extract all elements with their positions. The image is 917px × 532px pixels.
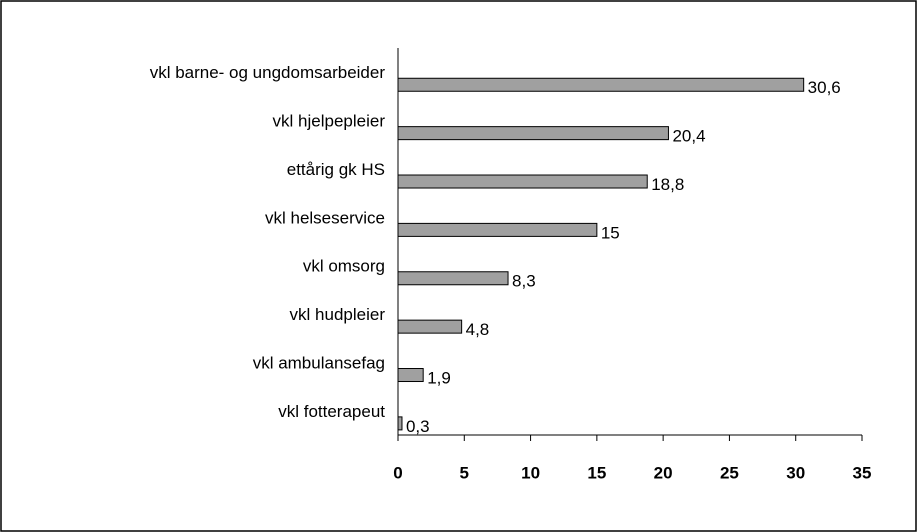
data-label: 0,3 — [406, 417, 430, 436]
x-tick-label: 20 — [654, 463, 673, 482]
y-tick-label: vkl fotterapeut — [278, 402, 385, 421]
y-tick-label: ettårig gk HS — [287, 160, 385, 179]
bar — [397, 368, 424, 383]
x-tick-label: 15 — [587, 463, 606, 482]
bar — [397, 174, 648, 189]
bar — [397, 271, 509, 286]
data-label: 18,8 — [651, 175, 684, 194]
bar — [397, 416, 403, 431]
bar — [397, 222, 598, 237]
x-tick-label: 30 — [786, 463, 805, 482]
x-tick-label: 35 — [853, 463, 872, 482]
bar — [397, 319, 463, 334]
data-label: 30,6 — [808, 78, 841, 97]
data-label: 15 — [601, 223, 620, 242]
y-tick-label: vkl hudpleier — [290, 305, 386, 324]
x-tick-label: 5 — [460, 463, 469, 482]
y-tick-label: vkl ambulansefag — [253, 353, 385, 372]
data-label: 20,4 — [672, 127, 705, 146]
bar — [397, 77, 805, 92]
x-tick-label: 25 — [720, 463, 739, 482]
data-label: 1,9 — [427, 368, 451, 387]
bar — [397, 126, 669, 141]
y-tick-label: vkl barne- og ungdomsarbeider — [150, 63, 386, 82]
y-tick-label: vkl omsorg — [303, 257, 385, 276]
data-label: 4,8 — [466, 320, 490, 339]
x-tick-label: 0 — [393, 463, 402, 482]
y-tick-label: vkl hjelpepleier — [273, 112, 386, 131]
y-tick-label: vkl helseservice — [265, 208, 385, 227]
data-label: 8,3 — [512, 272, 536, 291]
x-tick-label: 10 — [521, 463, 540, 482]
